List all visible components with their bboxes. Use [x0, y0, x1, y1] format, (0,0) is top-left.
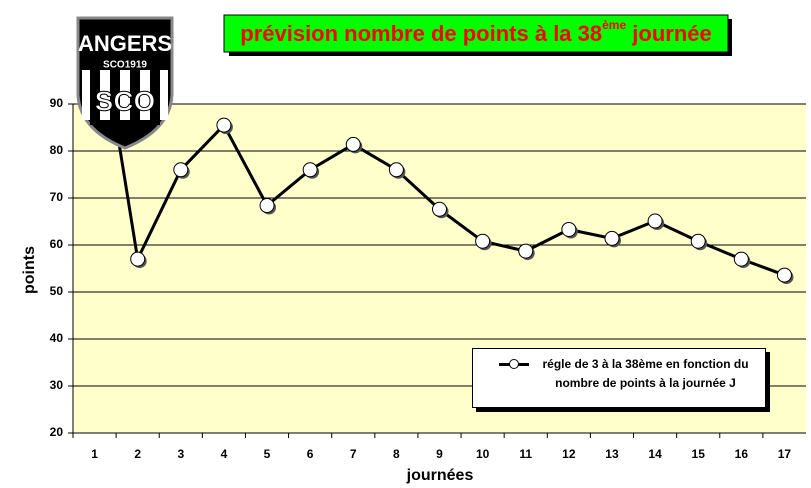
x-tick-label: 12	[562, 447, 576, 461]
logo: ANGERS SCO1919 SCO	[76, 16, 174, 150]
x-tick-label: 9	[436, 447, 443, 461]
marker	[345, 136, 361, 152]
x-axis-label: journées	[406, 467, 474, 484]
y-tick-label: 30	[50, 378, 64, 392]
logo-text: SCO	[95, 85, 156, 116]
y-tick-label: 80	[50, 143, 64, 157]
legend: régle de 3 à la 38ème en fonction du nom…	[472, 348, 766, 408]
marker	[216, 117, 232, 133]
legend-label: régle de 3 à la 38ème en fonction du nom…	[542, 357, 749, 390]
y-tick-label: 60	[50, 237, 64, 251]
x-tick-label: 11	[519, 447, 532, 461]
x-tick-label: 1	[91, 447, 98, 461]
x-tick-label: 15	[692, 447, 706, 461]
series-group	[111, 104, 794, 285]
chart-title: prévision nombre de points à la 38ème jo…	[240, 18, 711, 46]
x-tick-label: 10	[476, 447, 490, 461]
x-tick-label: 6	[307, 447, 314, 461]
x-tick-label: 13	[605, 447, 619, 461]
marker	[475, 233, 491, 249]
y-tick-label: 90	[50, 96, 64, 110]
y-tick-label: 70	[50, 190, 64, 204]
x-tick-label: 3	[177, 447, 184, 461]
x-tick-label: 16	[735, 447, 749, 461]
y-tick-label: 20	[50, 425, 64, 439]
y-tick-label: 40	[50, 331, 64, 345]
logo-text: ANGERS	[78, 31, 172, 56]
marker	[604, 230, 620, 246]
marker	[302, 162, 318, 178]
x-tick-label: 17	[778, 447, 792, 461]
marker	[432, 201, 447, 217]
y-axis-label: points	[21, 246, 38, 294]
marker	[259, 198, 275, 214]
marker	[776, 267, 792, 283]
title-box	[223, 14, 729, 53]
x-tick-label: 2	[134, 447, 141, 461]
marker	[733, 251, 749, 267]
marker	[173, 162, 189, 178]
y-tick-label: 50	[50, 284, 64, 298]
x-tick-label: 4	[221, 447, 228, 461]
marker	[518, 243, 534, 259]
marker	[647, 213, 663, 229]
x-tick-label: 14	[648, 447, 662, 461]
x-tick-label: 7	[350, 447, 357, 461]
marker	[690, 233, 706, 249]
legend-marker	[509, 359, 519, 369]
marker	[388, 162, 404, 178]
marker	[130, 251, 146, 267]
x-tick-label: 5	[264, 447, 271, 461]
marker	[561, 221, 577, 237]
x-tick-label: 8	[393, 447, 400, 461]
logo-text: SCO1919	[103, 60, 147, 71]
